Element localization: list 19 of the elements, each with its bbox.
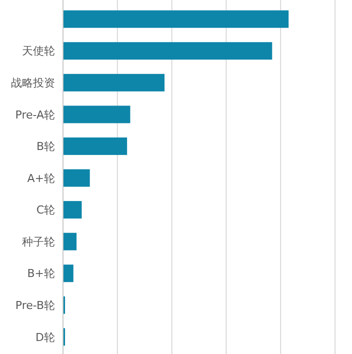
bar xyxy=(63,106,130,124)
bar xyxy=(63,264,74,282)
bar xyxy=(63,232,77,250)
y-tick-label: 天使轮 xyxy=(22,44,55,58)
bar xyxy=(63,74,165,92)
y-tick-label: B轮 xyxy=(36,140,55,154)
y-tick-label: Pre-B轮 xyxy=(15,298,55,312)
bar xyxy=(63,201,82,219)
y-tick-label: A+轮 xyxy=(27,172,55,185)
bar xyxy=(63,169,90,187)
y-tick-label: B+轮 xyxy=(27,267,55,280)
y-tick-label: 种子轮 xyxy=(22,235,55,248)
bar xyxy=(63,137,128,155)
y-tick-label: 战略投资 xyxy=(11,76,55,90)
y-tick-label: C轮 xyxy=(36,204,55,217)
bar xyxy=(63,10,289,28)
bar xyxy=(63,42,272,60)
y-tick-label: D轮 xyxy=(36,330,55,344)
y-tick-label: Pre-A轮 xyxy=(15,108,55,122)
